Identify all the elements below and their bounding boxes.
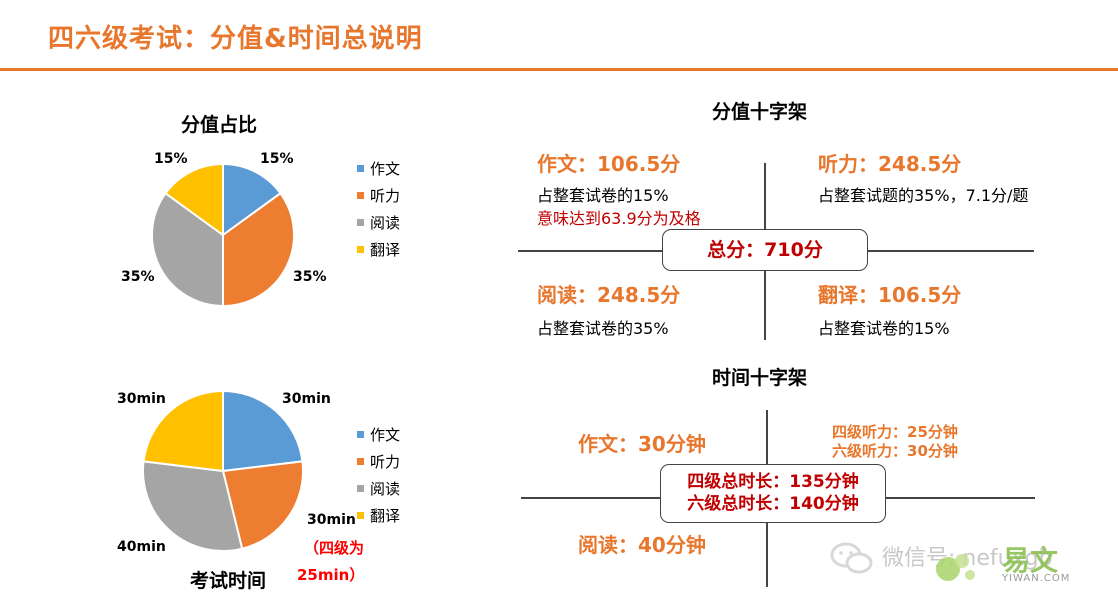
pie-slice-听力 bbox=[221, 460, 304, 550]
legend-swatch-orange bbox=[357, 192, 364, 199]
score-writing-line1: 占整套试卷的15% bbox=[537, 186, 669, 205]
chart-title-time: 考试时间 bbox=[190, 570, 267, 592]
score-listening-head: 听力：248.5分 bbox=[818, 152, 962, 176]
legend-item: 阅读 bbox=[357, 212, 400, 233]
pie2-label-reading: 40min bbox=[117, 539, 166, 555]
legend-label: 阅读 bbox=[370, 214, 401, 232]
legend-swatch-yellow bbox=[357, 512, 364, 519]
total-score-box: 总分：710分 bbox=[662, 229, 868, 271]
legend-label: 作文 bbox=[370, 160, 401, 178]
legend-swatch-blue bbox=[357, 431, 364, 438]
time-listening-cet4: 四级听力：25分钟 bbox=[832, 423, 958, 441]
time-writing-head: 作文：30分钟 bbox=[578, 432, 706, 456]
score-reading-head: 阅读：248.5分 bbox=[537, 283, 681, 307]
yiwan-logo-mark bbox=[936, 554, 975, 581]
legend-swatch-yellow bbox=[357, 246, 364, 253]
pie1-label-reading: 35% bbox=[121, 269, 155, 285]
score-writing-line2: 意味达到63.9分为及格 bbox=[537, 209, 701, 228]
legend-swatch-gray bbox=[357, 485, 364, 492]
legend-item: 作文 bbox=[357, 158, 400, 179]
chart-title-score: 分值占比 bbox=[181, 114, 258, 136]
legend-label: 阅读 bbox=[370, 480, 401, 498]
pie-slice-阅读 bbox=[142, 460, 244, 552]
legend-label: 翻译 bbox=[370, 241, 401, 259]
legend-label: 翻译 bbox=[370, 507, 401, 525]
legend-item: 翻译 bbox=[357, 505, 400, 526]
time-listening-cet6: 六级听力：30分钟 bbox=[832, 442, 958, 460]
legend-item: 阅读 bbox=[357, 478, 400, 499]
pie-slice-作文 bbox=[222, 162, 282, 237]
score-translate-line1: 占整套试卷的15% bbox=[818, 319, 950, 338]
score-writing-head: 作文：106.5分 bbox=[537, 152, 681, 176]
listening-note-line1: （四级为 bbox=[304, 539, 365, 557]
legend-label: 作文 bbox=[370, 426, 401, 444]
pie-slice-翻译 bbox=[142, 389, 224, 473]
time-reading-head: 阅读：40分钟 bbox=[578, 533, 706, 557]
cet6-total-time: 六级总时长：140分钟 bbox=[687, 494, 859, 514]
wechat-icon bbox=[830, 542, 873, 574]
time-pie-chart bbox=[142, 389, 304, 552]
legend-item: 作文 bbox=[357, 424, 400, 445]
pie-slice-听力 bbox=[222, 191, 295, 308]
pie2-label-writing: 30min bbox=[282, 391, 331, 407]
watermark-logo-text: 易文 bbox=[1002, 544, 1059, 577]
title-divider bbox=[0, 68, 1118, 71]
score-listening-line1: 占整套试题的35%，7.1分/题 bbox=[818, 186, 1029, 205]
legend-item: 听力 bbox=[357, 451, 400, 472]
score-pie-chart bbox=[151, 162, 295, 308]
page-title: 四六级考试：分值&时间总说明 bbox=[48, 24, 423, 54]
score-reading-line1: 占整套试卷的35% bbox=[537, 319, 669, 338]
total-time-box: 四级总时长：135分钟 六级总时长：140分钟 bbox=[660, 464, 886, 523]
pie1-label-writing: 15% bbox=[260, 151, 294, 167]
legend-item: 翻译 bbox=[357, 239, 400, 260]
legend-swatch-gray bbox=[357, 219, 364, 226]
watermark-site: YIWAN.COM bbox=[1002, 573, 1071, 584]
score-cross-title: 分值十字架 bbox=[712, 101, 808, 123]
cet4-total-time: 四级总时长：135分钟 bbox=[687, 472, 859, 492]
score-translate-head: 翻译：106.5分 bbox=[818, 283, 962, 307]
pie1-label-listening: 35% bbox=[293, 269, 327, 285]
pie-slice-翻译 bbox=[164, 162, 224, 237]
legend-label: 听力 bbox=[370, 453, 401, 471]
listening-note-line2: 25min） bbox=[297, 566, 365, 584]
pie2-label-listening: 30min bbox=[307, 512, 356, 528]
pie-slice-作文 bbox=[222, 389, 304, 473]
time-cross-title: 时间十字架 bbox=[712, 367, 808, 389]
pie2-label-translate: 30min bbox=[117, 391, 166, 407]
legend-swatch-orange bbox=[357, 458, 364, 465]
legend-item: 听力 bbox=[357, 185, 400, 206]
watermark: 微信号: nefuxgb 易文 YIWAN.COM bbox=[822, 531, 1114, 593]
pie1-label-translate: 15% bbox=[154, 151, 188, 167]
legend-label: 听力 bbox=[370, 187, 401, 205]
pie-slice-阅读 bbox=[151, 191, 224, 308]
legend-swatch-blue bbox=[357, 165, 364, 172]
